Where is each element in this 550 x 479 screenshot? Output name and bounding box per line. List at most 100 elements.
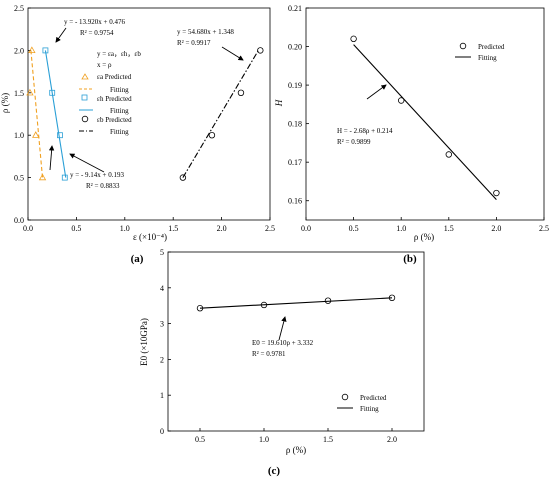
panel-a-ytick-label: 0.0 xyxy=(14,216,24,225)
panel-a-point-1 xyxy=(49,89,56,96)
arrow-b xyxy=(221,46,244,61)
legend-b-circle-marker xyxy=(459,42,467,50)
legend-b-fitting: Fitting xyxy=(478,54,497,62)
panel-b-ytick-label: 0.16 xyxy=(288,197,302,206)
panel-b-fit-line xyxy=(353,44,497,200)
panel-a-xtick-label: 2.0 xyxy=(217,224,227,233)
panel-a-legend: y = εa，εh，εb x = ρ εa Predicted Fitting … xyxy=(79,50,141,136)
panel-c-ytick-label: 0 xyxy=(160,427,164,436)
panel-c-ylabel: E0 (×10GPa) xyxy=(139,318,149,366)
panel-a-point-0 xyxy=(28,46,36,53)
panel-b-xlabel: ρ (%) xyxy=(414,232,434,242)
panel-a-point-2 xyxy=(179,174,187,181)
panel-c-frame xyxy=(167,251,425,432)
panel-c-label: (c) xyxy=(268,465,281,477)
panel-a-point-0 xyxy=(26,88,34,96)
panel-c-ytick-label: 4 xyxy=(160,284,164,293)
panel-b-xtick-label: 1.0 xyxy=(396,224,406,233)
panel-c-xlabel: ρ (%) xyxy=(286,445,306,455)
panel-b-point xyxy=(350,35,357,43)
legend-header-1: y = εa，εh，εb xyxy=(97,50,141,58)
panel-b-ytick-label: 0.21 xyxy=(288,4,302,13)
panel-c-legend: Predicted Fitting xyxy=(337,393,387,413)
panel-c-ytick-label: 1 xyxy=(160,391,164,400)
panel-b-label: (b) xyxy=(403,253,417,265)
panel-a-frame xyxy=(27,7,271,221)
r2-b-panel: R² = 0.9899 xyxy=(337,138,371,146)
panel-a-ytick-label: 2.0 xyxy=(14,46,24,55)
panel-b-xtick-label: 0.0 xyxy=(301,224,311,233)
arrow-panel-b xyxy=(366,84,387,100)
panel-b-ytick-label: 0.20 xyxy=(288,43,302,52)
panel-a-fit-line-2 xyxy=(182,50,259,178)
panel-a: 0.0 0.5 1.0 1.5 2.0 2.5 0.0 0.5 1.0 1.5 2.0 2.5 ρ (… xyxy=(0,4,275,265)
legend-triangle-marker xyxy=(81,73,89,80)
legend-fit-h: Fitting xyxy=(110,107,129,115)
panel-b-point xyxy=(398,97,405,104)
panel-a-xtick-label: 1.5 xyxy=(168,224,178,233)
panel-a-point-1 xyxy=(42,47,49,54)
legend-circle-marker xyxy=(81,115,89,123)
r2-a: R² = 0.8833 xyxy=(86,182,120,190)
eq-h: y = - 13.920x + 0.476 xyxy=(64,18,125,26)
panel-a-point-2 xyxy=(237,89,245,96)
panel-b-ytick-label: 0.19 xyxy=(288,81,302,90)
legend-square-marker xyxy=(81,94,88,101)
eq-c-panel: E0 = 19.610ρ + 3.332 xyxy=(252,339,314,347)
panel-b-point xyxy=(493,189,500,197)
panel-c-point xyxy=(324,297,332,304)
arrow-a-2 xyxy=(69,153,105,173)
panel-b-xtick-label: 0.5 xyxy=(349,224,359,233)
panel-a-xtick-label: 1.0 xyxy=(120,224,130,233)
panel-a-ytick-label: 2.5 xyxy=(14,4,24,13)
panel-c-fit-line xyxy=(199,297,393,309)
panel-a-ytick-label: 0.5 xyxy=(14,174,24,183)
legend-series-a: εa Predicted xyxy=(97,73,132,81)
panel-c-xtick-label: 2.0 xyxy=(387,435,397,444)
panel-c-point xyxy=(260,301,268,309)
panel-a-ytick-label: 1.0 xyxy=(14,131,24,140)
r2-b: R² = 0.9917 xyxy=(177,39,211,47)
arrow-h xyxy=(55,27,67,43)
panel-a-label: (a) xyxy=(131,253,144,265)
panel-a-ylabel: ρ (%) xyxy=(0,93,10,113)
legend-c-predicted: Predicted xyxy=(360,394,387,402)
r2-h: R² = 0.9754 xyxy=(80,29,114,37)
eq-b: y = 54.680x + 1.348 xyxy=(177,28,234,36)
panel-c: 0.5 1.0 1.5 2.0 0 1 2 3 4 5 E0 (×10GPa) ρ (%) (c)… xyxy=(139,248,425,477)
panel-a-xtick-label: 2.5 xyxy=(265,224,275,233)
panel-c-point xyxy=(196,305,204,312)
panel-a-point-0 xyxy=(32,131,40,138)
legend-series-h: εh Predicted xyxy=(97,95,132,103)
panel-b-xtick-label: 2.5 xyxy=(539,224,549,233)
panel-a-fit-line-0 xyxy=(30,50,44,178)
panel-b: 0.0 0.5 1.0 1.5 2.0 2.5 0.16 0.17 0.18 0.19 0.20 0.… xyxy=(274,4,549,265)
panel-c-xtick-label: 1.0 xyxy=(259,435,269,444)
panel-a-point-0 xyxy=(38,173,47,181)
panel-b-ytick-label: 0.17 xyxy=(288,158,302,167)
legend-header-2: x = ρ xyxy=(97,61,112,69)
eq-a: y = - 9.14x + 0.193 xyxy=(70,171,124,179)
panel-b-point xyxy=(445,151,452,158)
panel-c-point xyxy=(388,294,396,302)
panel-c-ytick-label: 2 xyxy=(160,355,164,364)
panel-a-point-1 xyxy=(57,132,63,139)
panel-a-xtick-label: 0.0 xyxy=(23,224,33,233)
panel-b-legend: Predicted Fitting xyxy=(455,42,505,62)
panel-b-frame xyxy=(305,7,545,221)
panel-b-ylabel: H xyxy=(274,99,284,107)
legend-b-predicted: Predicted xyxy=(478,43,505,51)
panel-c-ytick-label: 5 xyxy=(160,248,164,257)
panel-b-ytick-label: 0.18 xyxy=(288,120,302,129)
panel-a-point-1 xyxy=(61,174,68,181)
legend-c-fitting: Fitting xyxy=(360,405,379,413)
panel-a-point-2 xyxy=(208,131,216,139)
arrow-a xyxy=(48,145,55,171)
panel-c-xtick-label: 0.5 xyxy=(195,435,205,444)
legend-c-circle-marker xyxy=(341,393,349,401)
panel-c-ytick-label: 3 xyxy=(160,320,164,329)
legend-fit-a: Fitting xyxy=(110,86,129,94)
arrow-panel-c xyxy=(278,316,287,341)
panel-a-point-2 xyxy=(257,47,264,54)
